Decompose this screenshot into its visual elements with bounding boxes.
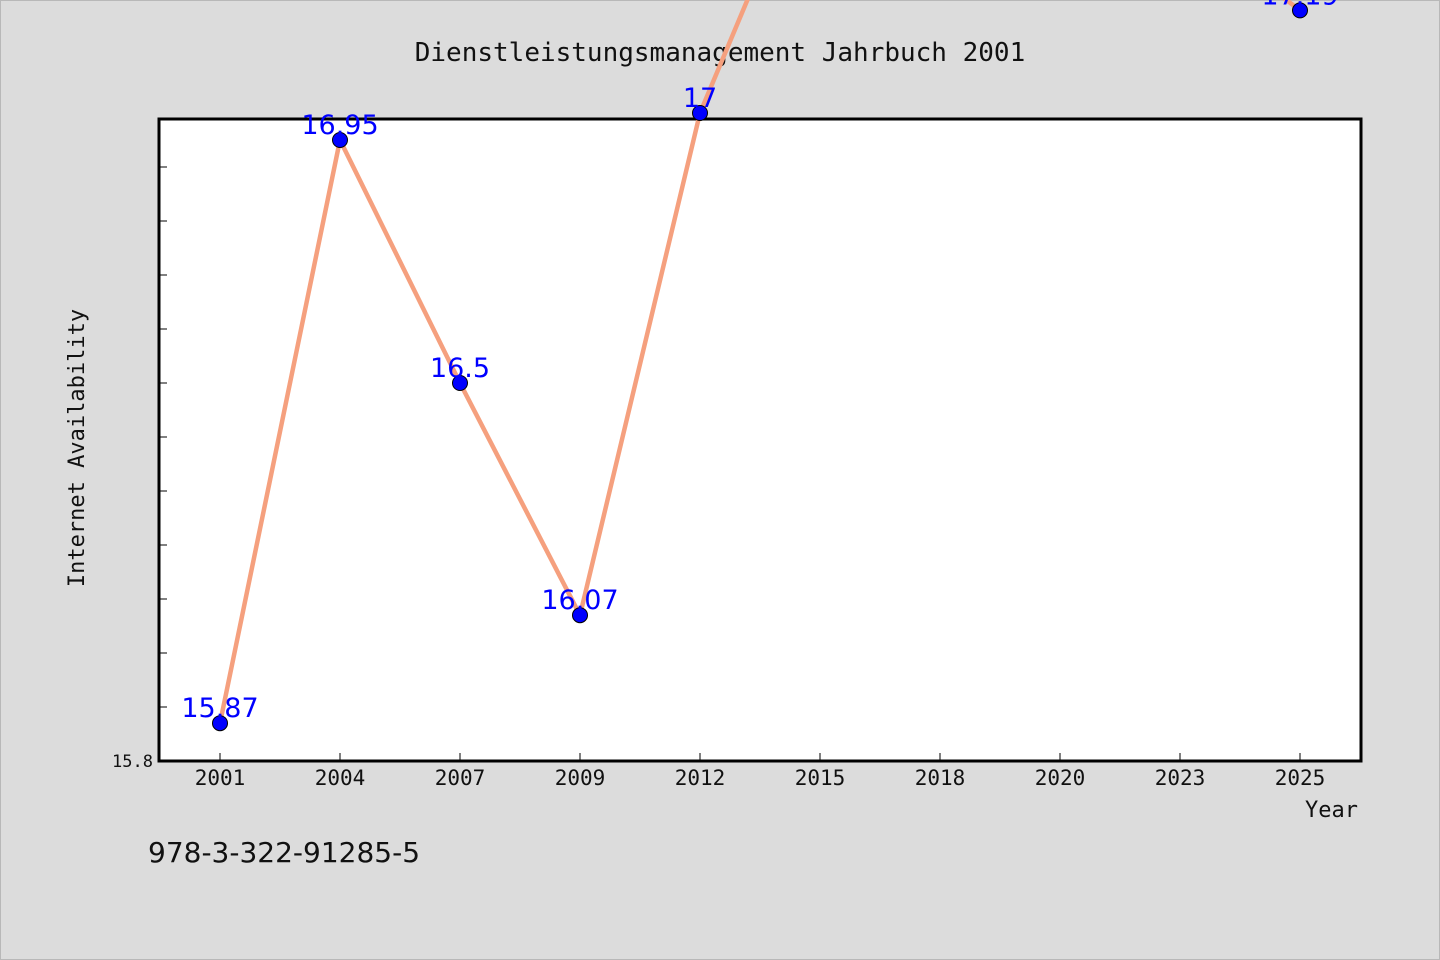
series-line [217,0,1303,726]
data-label: 17.19 [1261,0,1338,11]
data-point-marker [1292,2,1308,19]
data-label: 17 [683,83,717,114]
plot-area [157,117,1363,763]
data-point-marker [452,375,468,391]
x-tick-label: 2023 [1155,766,1206,790]
x-axis-label: Year [1305,798,1358,823]
isbn-footer: 978-3-322-91285-5 [148,836,421,869]
data-point-marker [572,607,588,624]
x-tick-label: 2009 [555,766,606,790]
x-tick-label: 2004 [315,766,366,790]
x-tick-label: 2012 [675,766,726,790]
x-tick-label: 2020 [1035,766,1086,790]
data-label: 15.87 [181,693,258,724]
data-markers [212,2,1308,732]
x-axis-ticks: 2001 2004 2007 2009 2012 2015 2018 2020 2023 2025 [195,753,1326,790]
x-tick-label: 2018 [915,766,966,790]
data-point-marker [332,132,348,148]
x-tick-label: 2001 [195,766,246,790]
data-labels: 15.8716.9516.516.071717.5317.7817.4817.3… [181,0,1338,724]
x-tick-label: 2025 [1275,766,1326,790]
data-label: 16.07 [541,585,618,616]
x-tick-label: 2015 [795,766,846,790]
data-label: 16.95 [301,110,378,141]
series-line-group [217,0,1303,726]
x-tick-label: 2007 [435,766,486,790]
y-axis-ticks: 15.8 [112,166,167,772]
y-tick-label: 15.8 [112,752,153,772]
data-point-marker [692,105,708,121]
data-label: 16.5 [430,353,490,384]
y-axis-label: Internet Availability [65,309,90,587]
data-point-marker [212,715,228,732]
